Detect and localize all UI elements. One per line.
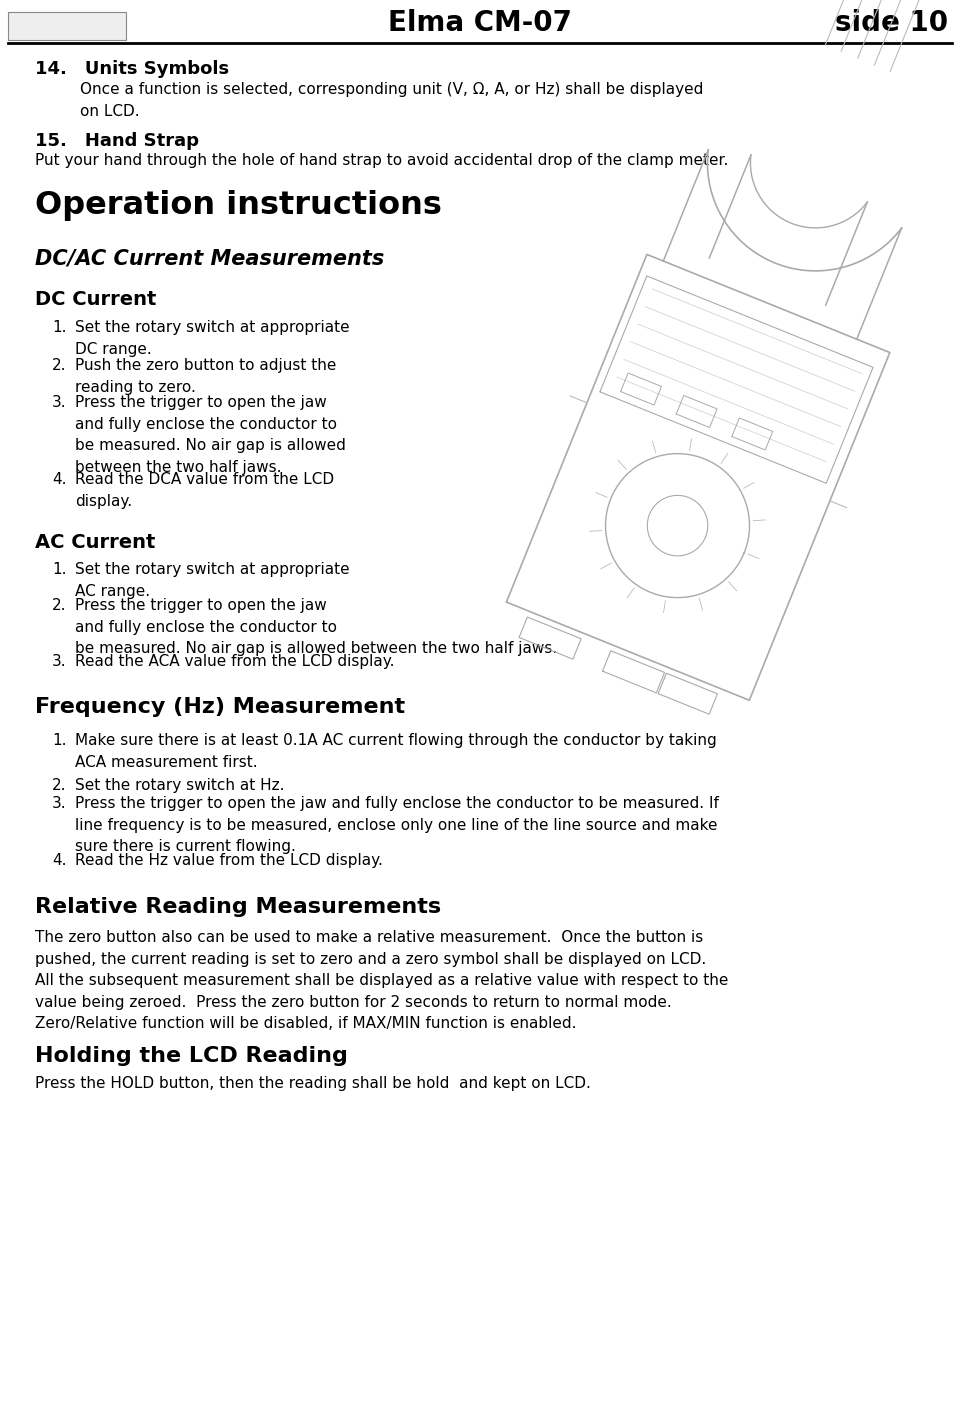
Text: Read the Hz value from the LCD display.: Read the Hz value from the LCD display. [75, 853, 383, 868]
Text: ▸: ▸ [55, 21, 60, 31]
Text: Frequency (Hz) Measurement: Frequency (Hz) Measurement [35, 697, 405, 717]
Text: Relative Reading Measurements: Relative Reading Measurements [35, 897, 442, 917]
Text: Elma CM-07: Elma CM-07 [388, 8, 572, 37]
Text: Set the rotary switch at appropriate
AC range.: Set the rotary switch at appropriate AC … [75, 562, 349, 599]
Text: Press the HOLD button, then the reading shall be hold  and kept on LCD.: Press the HOLD button, then the reading … [35, 1076, 590, 1091]
Text: Read the DCA value from the LCD
display.: Read the DCA value from the LCD display. [75, 472, 334, 509]
Text: 3.: 3. [52, 395, 66, 411]
Text: Set the rotary switch at appropriate
DC range.: Set the rotary switch at appropriate DC … [75, 321, 349, 357]
Text: 15. Hand Strap: 15. Hand Strap [35, 132, 199, 150]
Text: elma: elma [14, 20, 48, 32]
Text: Put your hand through the hole of hand strap to avoid accidental drop of the cla: Put your hand through the hole of hand s… [35, 153, 729, 167]
Text: Once a function is selected, corresponding unit (V, Ω, A, or Hz) shall be displa: Once a function is selected, correspondi… [80, 82, 704, 118]
Text: Press the trigger to open the jaw
and fully enclose the conductor to
be measured: Press the trigger to open the jaw and fu… [75, 395, 346, 475]
Text: 3.: 3. [52, 654, 66, 669]
Text: 2.: 2. [52, 359, 66, 373]
Text: DC/AC Current Measurements: DC/AC Current Measurements [35, 247, 384, 269]
Text: Press the trigger to open the jaw
and fully enclose the conductor to
be measured: Press the trigger to open the jaw and fu… [75, 598, 557, 657]
Text: Push the zero button to adjust the
reading to zero.: Push the zero button to adjust the readi… [75, 359, 336, 395]
Text: 1.: 1. [52, 321, 66, 335]
Text: 3.: 3. [52, 796, 66, 811]
Text: 4.: 4. [52, 472, 66, 486]
Text: Make sure there is at least 0.1A AC current flowing through the conductor by tak: Make sure there is at least 0.1A AC curr… [75, 733, 717, 769]
Text: instruments: instruments [68, 21, 127, 31]
Text: 1.: 1. [52, 733, 66, 748]
Text: 2.: 2. [52, 598, 66, 613]
Text: 4.: 4. [52, 853, 66, 868]
Text: 2.: 2. [52, 778, 66, 793]
Text: Read the ACA value from the LCD display.: Read the ACA value from the LCD display. [75, 654, 395, 669]
Text: Press the trigger to open the jaw and fully enclose the conductor to be measured: Press the trigger to open the jaw and fu… [75, 796, 719, 855]
Text: Holding the LCD Reading: Holding the LCD Reading [35, 1046, 348, 1066]
Text: side 10: side 10 [835, 8, 948, 37]
FancyBboxPatch shape [8, 13, 126, 39]
Text: DC Current: DC Current [35, 290, 156, 309]
Text: 1.: 1. [52, 562, 66, 576]
Text: Set the rotary switch at Hz.: Set the rotary switch at Hz. [75, 778, 284, 793]
Text: 14. Units Symbols: 14. Units Symbols [35, 60, 229, 77]
Text: AC Current: AC Current [35, 533, 156, 553]
Text: Operation instructions: Operation instructions [35, 190, 442, 221]
Text: The zero button also can be used to make a relative measurement.  Once the butto: The zero button also can be used to make… [35, 929, 729, 1032]
